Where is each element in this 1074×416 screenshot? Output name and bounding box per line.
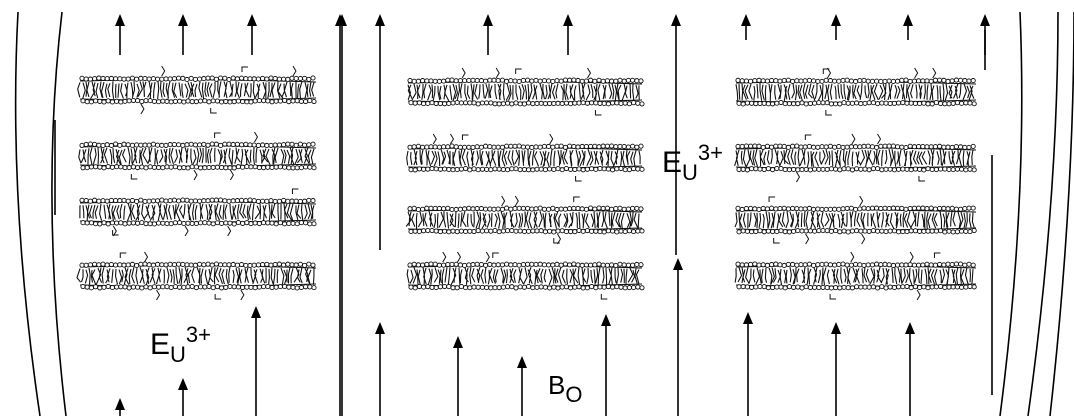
field-line-left-inner: [51, 11, 67, 416]
field-arrow: [831, 322, 841, 416]
field-arrow: [375, 322, 385, 416]
field-arrow: [671, 14, 681, 255]
field-arrow: [980, 14, 990, 55]
lipid-bilayer: [79, 188, 317, 237]
field-arrow: [115, 398, 125, 416]
field-line-right-3: [1049, 11, 1074, 416]
lipid-bilayer: [407, 67, 645, 116]
lipid-bilayer: [76, 251, 317, 301]
lipid-bilayer: [78, 131, 317, 181]
field-line-right-1: [999, 11, 1023, 416]
field-arrow: [115, 14, 125, 55]
field-arrow: [337, 14, 347, 416]
right-stack: [734, 67, 977, 301]
field-arrow: [601, 314, 611, 416]
lipid-bilayer: [734, 251, 977, 301]
field-arrow: [831, 14, 841, 40]
field-arrow: [905, 322, 915, 416]
field-arrow: [563, 14, 573, 55]
lipid-bilayer: [406, 133, 645, 182]
field-arrow: [673, 258, 683, 416]
lipid-bilayer: [77, 65, 317, 115]
middle-stack: [405, 67, 645, 300]
field-arrow: [741, 14, 751, 40]
lipid-bilayer: [406, 251, 645, 300]
field-arrow: [251, 306, 261, 416]
field-arrow: [178, 378, 188, 416]
field-arrow: [903, 14, 913, 40]
field-arrow: [743, 312, 753, 416]
field-arrow: [483, 14, 493, 55]
lipid-bilayer: [735, 67, 977, 116]
field-arrow: [517, 356, 527, 416]
lipid-bilayer: [734, 133, 977, 183]
field-arrow: [247, 14, 257, 55]
lipid-bilayer: [405, 195, 645, 245]
field-arrows: [115, 14, 990, 416]
lipid-bilayer: [734, 195, 977, 245]
ion-label-right: EU3+: [662, 140, 723, 185]
field-label: BO: [548, 370, 583, 407]
field-arrow: [178, 14, 188, 55]
field-line-right-2: [1027, 11, 1059, 416]
field-line-left-outer: [14, 11, 41, 416]
field-arrow: [335, 14, 345, 416]
ion-label-left: EU3+: [150, 322, 211, 367]
left-stack: [76, 65, 317, 301]
bilayer-stacks: [76, 65, 977, 301]
field-arrow: [453, 336, 463, 416]
field-lines: [14, 11, 1074, 416]
field-arrow: [375, 14, 385, 250]
